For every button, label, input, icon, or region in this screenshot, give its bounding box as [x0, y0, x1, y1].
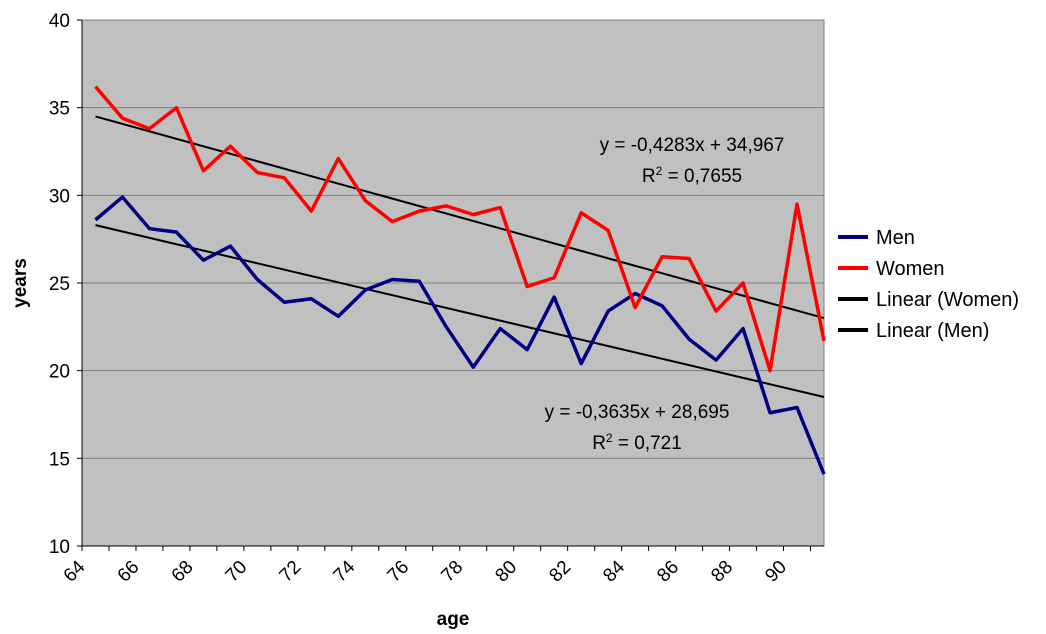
y-tick-label-35: 35 — [49, 99, 70, 120]
x-tick-label-66: 66 — [114, 557, 144, 587]
y-tick-label-15: 15 — [49, 449, 70, 470]
x-tick-label-78: 78 — [437, 557, 467, 587]
y-tick-label-30: 30 — [49, 186, 70, 207]
x-tick-label-64: 64 — [60, 556, 90, 586]
series-lines — [94, 85, 826, 475]
gridlines — [82, 107, 824, 459]
x-tick-label-90: 90 — [761, 557, 791, 587]
women-trend-r2: R2 = 0,7655 — [642, 164, 742, 187]
x-tick-label-82: 82 — [545, 557, 575, 587]
x-tick-label-88: 88 — [707, 557, 737, 587]
x-tick-label-74: 74 — [330, 556, 360, 586]
x-tick-label-70: 70 — [222, 557, 252, 587]
y-axis-label: years — [10, 258, 31, 308]
x-tick-label-80: 80 — [491, 557, 521, 587]
x-tick-label-72: 72 — [276, 557, 306, 587]
legend-label-women: Women — [876, 258, 945, 280]
men-trend-equation: y = -0,3635x + 28,695 — [545, 402, 730, 423]
x-tick-label-76: 76 — [384, 557, 414, 587]
legend-label-linear-women: Linear (Women) — [876, 289, 1019, 311]
y-tick-label-40: 40 — [49, 11, 70, 32]
women-trend-equation: y = -0,4283x + 34,967 — [600, 135, 785, 156]
x-tick-label-68: 68 — [168, 557, 198, 587]
y-tick-label-10: 10 — [49, 537, 70, 558]
series-line-men — [94, 195, 826, 475]
legend-label-linear-men: Linear (Men) — [876, 320, 989, 342]
men-trend-r2: R2 = 0,721 — [592, 431, 682, 454]
x-tick-label-86: 86 — [653, 557, 683, 587]
x-tick-label-84: 84 — [599, 556, 629, 586]
y-tick-label-20: 20 — [49, 362, 70, 383]
y-tick-label-25: 25 — [49, 274, 70, 295]
x-axis-label: age — [437, 609, 470, 630]
legend-label-men: Men — [876, 227, 915, 249]
series-line-women — [94, 85, 826, 373]
legend: Men Women Linear (Women) Linear (Men) — [838, 227, 1019, 342]
